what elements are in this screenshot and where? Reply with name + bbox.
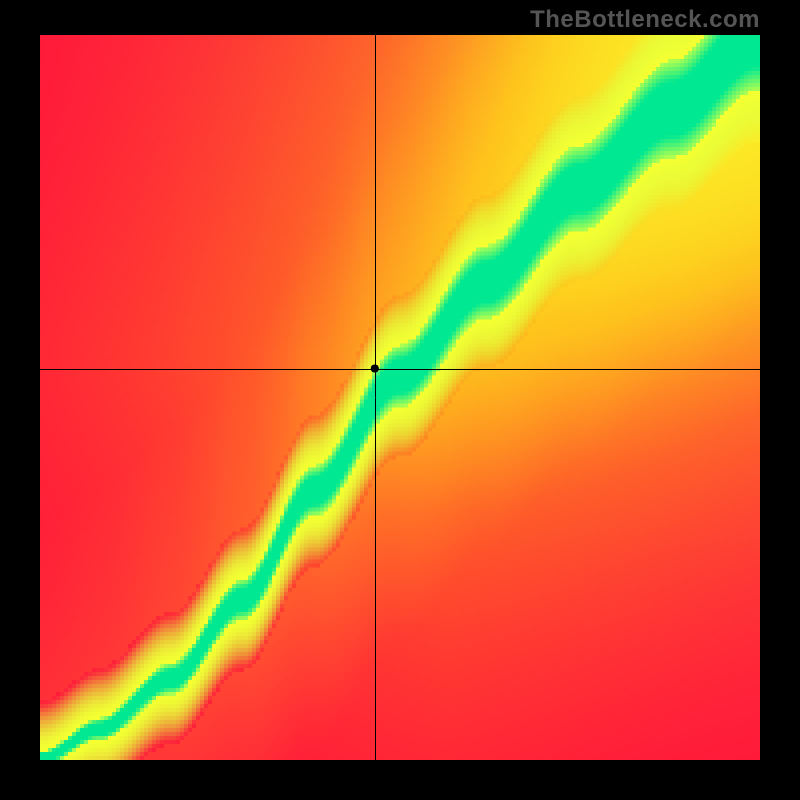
watermark-text: TheBottleneck.com: [530, 6, 760, 34]
crosshair-overlay: [40, 35, 760, 760]
